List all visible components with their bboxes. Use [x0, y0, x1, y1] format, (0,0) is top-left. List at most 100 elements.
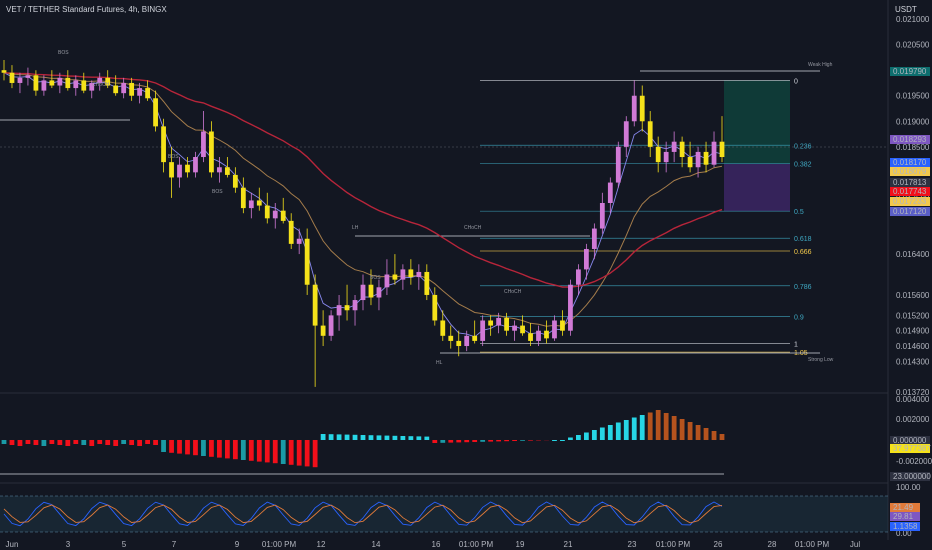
- candle-body[interactable]: [1, 70, 7, 73]
- time-axis[interactable]: Jun 3 5 7 9 01:00 PM 12 14 16 01:00 PM 19 21 23 01:00…: [6, 540, 861, 549]
- candle-body[interactable]: [81, 80, 87, 91]
- candle-body[interactable]: [344, 305, 350, 311]
- candle-body[interactable]: [41, 80, 47, 91]
- candle-body[interactable]: [568, 284, 573, 331]
- candle-body[interactable]: [145, 88, 150, 99]
- candle-body[interactable]: [185, 164, 190, 173]
- candle-body[interactable]: [384, 274, 390, 288]
- candle-body[interactable]: [161, 126, 166, 163]
- candle-body[interactable]: [392, 274, 398, 280]
- candle-body[interactable]: [328, 315, 334, 336]
- candle-body[interactable]: [671, 141, 677, 152]
- candle-body[interactable]: [591, 228, 597, 249]
- candle-body[interactable]: [360, 284, 366, 301]
- candle-body[interactable]: [153, 98, 158, 127]
- candle-body[interactable]: [201, 131, 206, 158]
- candle-body[interactable]: [607, 182, 613, 203]
- candle-body[interactable]: [639, 95, 645, 122]
- candle-body[interactable]: [280, 210, 286, 221]
- candle-body[interactable]: [416, 271, 422, 278]
- candle-body[interactable]: [320, 325, 326, 336]
- price-badge-label: 0.018079: [893, 167, 927, 176]
- candle-body[interactable]: [272, 210, 278, 219]
- candle-body[interactable]: [615, 146, 621, 183]
- candle-body[interactable]: [647, 121, 653, 147]
- candle-body[interactable]: [9, 72, 15, 83]
- candle-body[interactable]: [528, 333, 533, 341]
- candle-body[interactable]: [224, 167, 230, 175]
- price-badge: [890, 207, 930, 216]
- candle-body[interactable]: [121, 82, 127, 94]
- candle-body[interactable]: [304, 238, 310, 285]
- candle-body[interactable]: [256, 200, 262, 206]
- candle-body[interactable]: [49, 80, 55, 86]
- candle-body[interactable]: [480, 320, 486, 341]
- candle-body[interactable]: [504, 317, 509, 331]
- candle-body[interactable]: [576, 269, 581, 285]
- candle-body[interactable]: [177, 164, 182, 178]
- candle-body[interactable]: [209, 131, 214, 173]
- candle-body[interactable]: [137, 88, 143, 96]
- candle-body[interactable]: [488, 320, 494, 326]
- candle-body[interactable]: [544, 330, 549, 339]
- candle-body[interactable]: [560, 320, 565, 331]
- candle-body[interactable]: [631, 95, 637, 122]
- candle-body[interactable]: [169, 162, 174, 178]
- candle-body[interactable]: [288, 220, 294, 244]
- price-pane[interactable]: 0 0.236 0.382 0.5 0.618 0.666 0.786 0.9 1 1.05 BOS…: [0, 0, 889, 540]
- candle-body[interactable]: [623, 121, 629, 147]
- candle-body[interactable]: [536, 330, 541, 341]
- candle-body[interactable]: [719, 141, 725, 158]
- candle-body[interactable]: [448, 335, 454, 341]
- candle-body[interactable]: [663, 151, 669, 163]
- candle-body[interactable]: [440, 320, 446, 336]
- candle-body[interactable]: [496, 317, 502, 326]
- candle-body[interactable]: [264, 205, 270, 219]
- candle-body[interactable]: [424, 271, 430, 295]
- candle-body[interactable]: [687, 157, 693, 168]
- candle-body[interactable]: [679, 141, 685, 158]
- candle-body[interactable]: [17, 77, 23, 83]
- candle-body[interactable]: [129, 82, 135, 96]
- candle-body[interactable]: [520, 325, 525, 334]
- candle-body[interactable]: [456, 340, 462, 347]
- candle-body[interactable]: [464, 335, 470, 347]
- candle-body[interactable]: [599, 203, 605, 229]
- candle-body[interactable]: [552, 320, 557, 339]
- candle-body[interactable]: [248, 200, 254, 209]
- candle-body[interactable]: [655, 146, 661, 163]
- candle-body[interactable]: [583, 248, 589, 270]
- candle-body[interactable]: [105, 77, 111, 86]
- candle-body[interactable]: [312, 284, 318, 326]
- candle-body[interactable]: [33, 75, 39, 91]
- rsi-pane[interactable]: [0, 495, 888, 533]
- candle-body[interactable]: [711, 141, 717, 165]
- price-badge-label: 0.019790: [893, 67, 927, 76]
- candle-body[interactable]: [113, 85, 119, 94]
- candle-body[interactable]: [472, 335, 478, 341]
- candle-body[interactable]: [57, 77, 63, 86]
- candle-body[interactable]: [217, 167, 222, 173]
- candle-body[interactable]: [695, 151, 701, 168]
- candle-body[interactable]: [73, 80, 79, 89]
- candle-body[interactable]: [240, 187, 246, 209]
- candle-body[interactable]: [25, 75, 31, 78]
- candle-body[interactable]: [296, 238, 302, 244]
- candle-body[interactable]: [336, 305, 342, 316]
- candle-body[interactable]: [352, 300, 358, 311]
- candle-body[interactable]: [97, 77, 103, 83]
- candle-body[interactable]: [232, 174, 238, 188]
- candle-body[interactable]: [432, 294, 438, 321]
- candle-body[interactable]: [65, 77, 71, 89]
- candle-body[interactable]: [512, 325, 517, 331]
- candle-body[interactable]: [193, 157, 198, 173]
- candle-body[interactable]: [408, 269, 414, 278]
- price-axis[interactable]: 0.014300 0.014600 0.014900 0.015200 0.015600…: [890, 15, 932, 538]
- candle-body[interactable]: [376, 287, 382, 298]
- candle-body[interactable]: [703, 151, 709, 165]
- candle-body[interactable]: [89, 82, 95, 91]
- macd-pane[interactable]: [0, 410, 725, 475]
- candle-body[interactable]: [400, 269, 406, 280]
- candle-body[interactable]: [368, 284, 374, 298]
